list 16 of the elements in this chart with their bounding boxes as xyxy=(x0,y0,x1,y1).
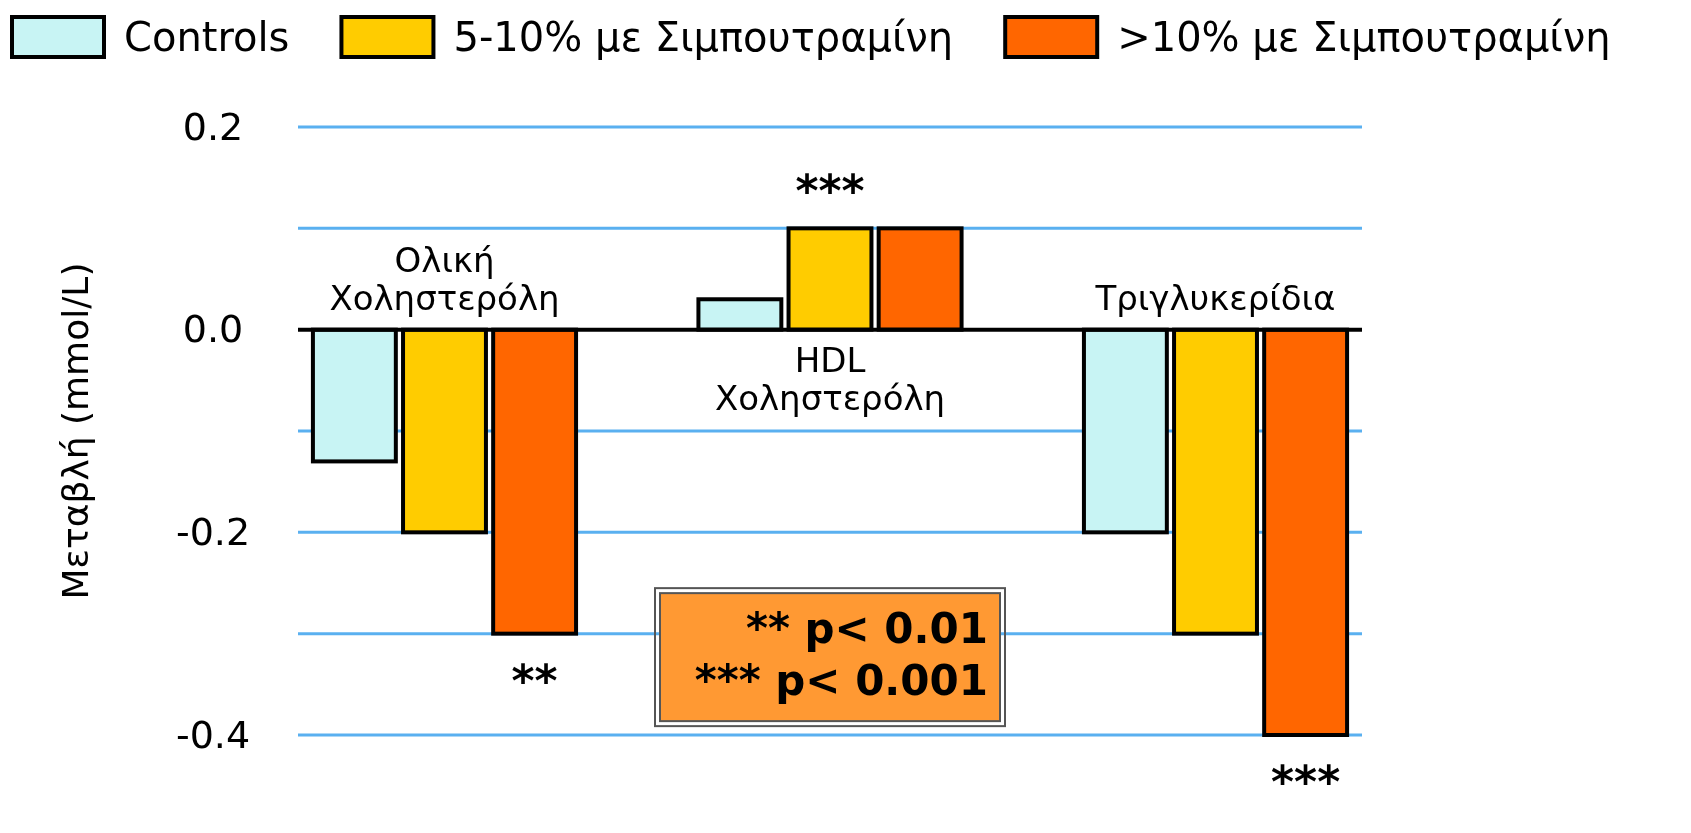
y-tick-label: 0.0 xyxy=(182,307,244,352)
y-tick-label: 0.2 xyxy=(182,104,244,149)
legend-label: 5-10% με Σιμπουτραμίνη xyxy=(453,14,954,60)
annotation: ** p< 0.01 xyxy=(745,604,988,654)
x-tick-label: Τριγλυκερίδια xyxy=(1094,277,1336,318)
y-axis-title: Μεταβλή (mmol/L) xyxy=(55,262,96,600)
annotation: *** xyxy=(795,165,865,217)
x-tick-label: Ολική Χοληστερόλη xyxy=(329,239,560,318)
annotation: *** p< 0.001 xyxy=(694,656,988,706)
y-tick-label: -0.4 xyxy=(175,712,251,757)
legend-label: >10% με Σιμπουτραμίνη xyxy=(1117,14,1611,60)
legend-label: Controls xyxy=(124,14,290,60)
x-tick-label: HDL Χοληστερόλη xyxy=(714,339,946,418)
y-tick-label: -0.2 xyxy=(175,509,251,554)
text: *** xyxy=(1271,756,1341,807)
annotation: ** xyxy=(511,654,558,706)
